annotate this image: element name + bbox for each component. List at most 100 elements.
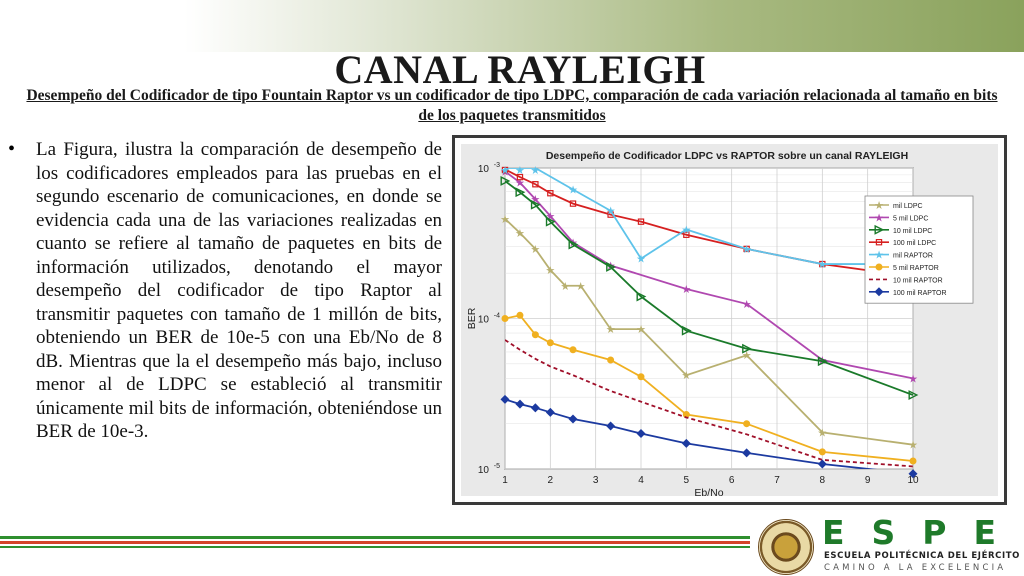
data-point <box>501 315 509 322</box>
x-tick-label: 10 <box>907 475 919 486</box>
data-point: ★ <box>530 194 540 206</box>
legend-label: 10 mil LDPC <box>893 228 932 235</box>
legend-box <box>864 195 974 304</box>
y-tick-label: 10 <box>478 315 490 326</box>
data-point <box>908 469 918 479</box>
data-point: ★ <box>515 228 525 240</box>
data-point <box>568 239 579 250</box>
data-point: ★ <box>606 324 616 336</box>
data-point: ★ <box>742 299 752 311</box>
legend-label: mil LDPC <box>893 203 923 210</box>
slide-title: CANAL RAYLEIGH <box>334 47 706 92</box>
legend-label: 100 mil RAPTOR <box>893 290 947 297</box>
data-point <box>606 262 616 272</box>
data-point: ★ <box>500 214 510 226</box>
x-tick-label: 5 <box>684 475 690 486</box>
data-point <box>501 166 509 174</box>
data-point: ★ <box>817 259 827 271</box>
x-tick-label: 8 <box>820 475 826 486</box>
bullet-marker: • <box>8 138 16 160</box>
data-point: ★ <box>681 284 691 296</box>
data-point: ★ <box>606 206 616 218</box>
data-point <box>547 190 554 197</box>
x-axis-label: Eb/No <box>694 487 723 496</box>
chart-background: 1 2 3 4 5 6 7 8 9 10 10 -3 10 -4 10 -5 Desempeño de Codi… <box>461 144 998 499</box>
data-point <box>681 438 691 448</box>
data-point: ★ <box>636 254 646 266</box>
data-point: ★ <box>636 324 646 336</box>
chart-frame: 1 2 3 4 5 6 7 8 9 10 10 -3 10 -4 10 -5 Desempeño de Codi… <box>452 135 1007 505</box>
data-point <box>875 238 883 246</box>
data-point: ★ <box>530 165 540 177</box>
series-line <box>505 339 913 468</box>
legend-label: 5 mil LDPC <box>893 215 928 222</box>
data-point <box>568 414 578 424</box>
data-point <box>530 403 540 413</box>
logo-motto: CAMINO A LA EXCELENCIA <box>824 563 1007 573</box>
data-point <box>545 216 556 227</box>
data-point <box>546 339 554 347</box>
data-point <box>569 346 577 354</box>
legend-label: mil RAPTOR <box>893 253 933 260</box>
y-tick-exponent: -4 <box>494 313 500 320</box>
data-point <box>908 390 919 400</box>
data-point: ★ <box>568 184 578 196</box>
logo-institution-name: ESCUELA POLITÉCNICA DEL EJÉRCITO <box>824 551 1020 561</box>
data-point: ★ <box>545 265 555 277</box>
data-point <box>742 343 752 354</box>
x-tick-label: 6 <box>729 475 735 486</box>
data-point <box>530 199 541 210</box>
data-point <box>637 373 645 381</box>
data-point <box>874 224 885 235</box>
data-point <box>683 231 690 238</box>
footer-stripe-green <box>0 536 750 539</box>
y-tick-exponent: -3 <box>494 162 500 169</box>
data-point: ★ <box>874 250 884 262</box>
bullet-paragraph: La Figura, ilustra la comparación de des… <box>36 139 442 442</box>
data-point <box>909 457 917 465</box>
ber-chart: 1 2 3 4 5 6 7 8 9 10 10 -3 10 -4 10 -5 Desempeño de Codi… <box>466 150 974 499</box>
data-point: ★ <box>874 212 884 224</box>
data-point <box>636 429 646 439</box>
data-point <box>516 173 524 181</box>
data-point <box>500 176 511 186</box>
y-tick-label: 10 <box>478 164 490 175</box>
data-point <box>743 420 751 428</box>
series-line <box>505 180 913 396</box>
data-point: ★ <box>681 225 691 237</box>
x-tick-label: 3 <box>593 475 599 486</box>
data-point <box>532 181 539 188</box>
data-point <box>515 399 525 409</box>
legend-label: 5 mil RAPTOR <box>893 265 939 272</box>
data-point: ★ <box>515 178 525 190</box>
data-point <box>817 356 828 367</box>
data-point <box>569 200 577 207</box>
data-point: ★ <box>545 211 555 223</box>
data-point: ★ <box>515 165 525 177</box>
data-point <box>607 356 615 364</box>
data-point: ★ <box>560 281 570 293</box>
university-seal-icon <box>758 519 814 575</box>
series-line <box>505 218 913 446</box>
chart-title: Desempeño de Codificador LDPC vs RAPTOR … <box>546 150 908 162</box>
data-point <box>742 448 752 458</box>
series-line <box>505 170 913 380</box>
data-point: ★ <box>817 427 827 439</box>
data-point <box>531 331 539 339</box>
data-point <box>817 459 827 469</box>
y-tick-label: 10 <box>478 465 490 476</box>
data-point: ★ <box>681 370 691 382</box>
data-point <box>818 448 826 456</box>
data-point <box>516 311 524 319</box>
data-point: ★ <box>576 281 586 293</box>
data-point: ★ <box>500 165 510 177</box>
data-point: ★ <box>908 373 918 385</box>
y-axis-label: BER <box>466 307 478 329</box>
data-point: ★ <box>874 200 884 212</box>
header-gradient-bar <box>0 0 1024 52</box>
series-line <box>505 168 913 265</box>
x-tick-label: 4 <box>638 475 644 486</box>
data-point <box>874 287 884 297</box>
x-tick-label: 2 <box>548 475 554 486</box>
data-point <box>606 421 616 431</box>
